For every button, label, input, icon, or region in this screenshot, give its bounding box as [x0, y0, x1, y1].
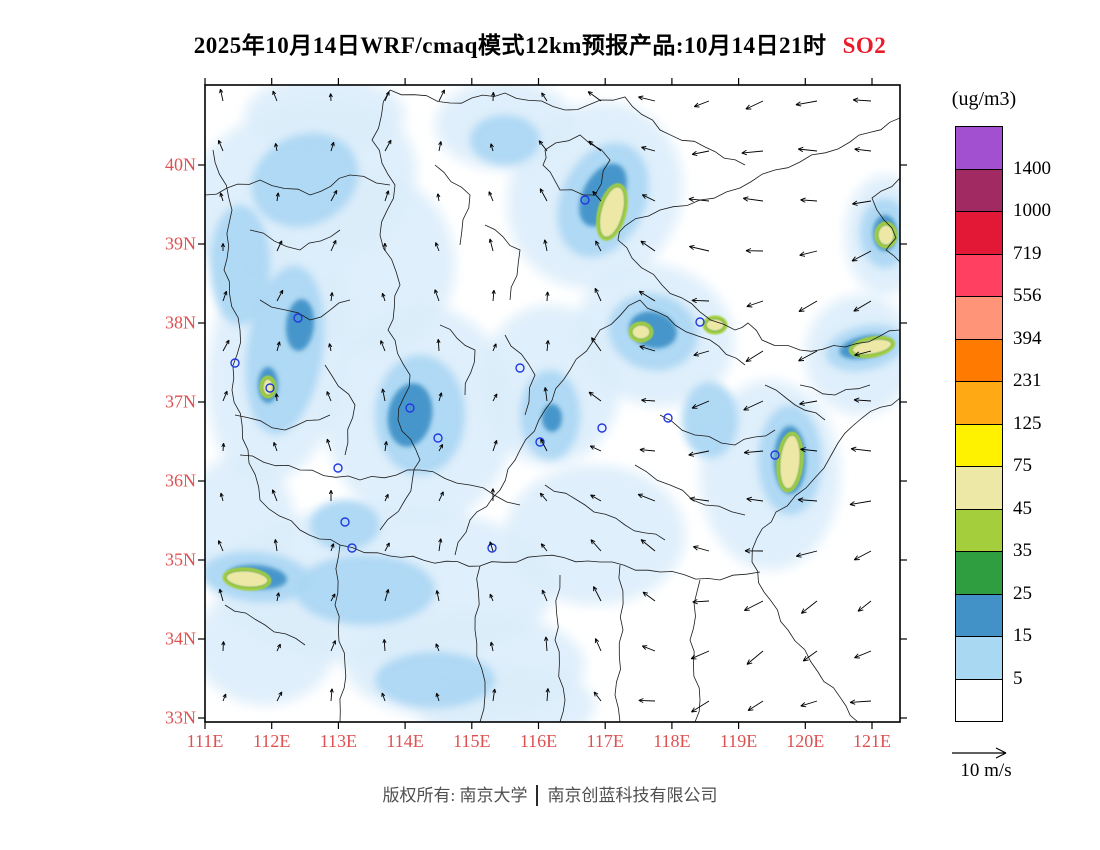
legend-color-box — [955, 593, 1003, 637]
lon-tick-label: 115E — [453, 731, 491, 751]
lon-tick-label: 117E — [586, 731, 624, 751]
legend-level-label: 1000 — [1013, 200, 1051, 221]
lon-tick-label: 121E — [853, 731, 891, 751]
wind-reference-arrow — [952, 747, 1007, 759]
legend-level-label: 15 — [1013, 625, 1032, 646]
title-text: 2025年10月14日WRF/cmaq模式12km预报产品:10月14日21时 — [193, 33, 827, 58]
legend-color-box — [955, 168, 1003, 212]
legend-color-box — [955, 381, 1003, 425]
footer-divider-bar — [536, 785, 539, 806]
lon-tick-label: 116E — [519, 731, 558, 751]
lat-tick-label: 33N — [165, 707, 196, 728]
legend-color-box — [955, 678, 1003, 722]
lon-tick-label: 111E — [186, 731, 224, 751]
map-border — [204, 84, 901, 723]
lon-tick-label: 119E — [719, 731, 758, 751]
lat-tick-label: 35N — [165, 549, 196, 570]
legend-level-label: 25 — [1013, 582, 1032, 604]
legend-color-box — [955, 636, 1003, 680]
lat-tick-label: 40N — [165, 154, 196, 175]
legend-color-box — [955, 211, 1003, 255]
footer-left: 版权所有: 南京大学 — [382, 786, 528, 805]
lat-tick-label: 38N — [165, 312, 196, 333]
wind-reference-label: 10 m/s — [960, 760, 1012, 781]
pollutant-label: SO2 — [842, 33, 887, 58]
province-boundaries — [205, 89, 900, 722]
copyright-footer: 版权所有: 南京大学 南京创蓝科技有限公司 — [0, 781, 1100, 806]
legend-level-label: 5 — [1013, 667, 1023, 689]
legend-color-box — [955, 551, 1003, 595]
lon-tick-label: 113E — [319, 731, 358, 751]
legend-level-label: 394 — [1013, 327, 1042, 349]
lon-tick-label: 120E — [786, 731, 825, 751]
lat-tick-label: 39N — [165, 233, 196, 254]
footer-right: 南京创蓝科技有限公司 — [547, 786, 718, 805]
so2-hotspot-layer — [222, 183, 898, 591]
axis-ticks — [198, 78, 907, 729]
legend-color-box — [955, 466, 1003, 510]
legend-level-label: 231 — [1013, 370, 1042, 391]
page-title: 2025年10月14日WRF/cmaq模式12km预报产品:10月14日21时 S… — [0, 26, 1080, 60]
legend-color-box — [955, 423, 1003, 467]
legend-color-box — [955, 253, 1003, 297]
lat-tick-label: 37N — [165, 391, 196, 412]
lon-tick-label: 118E — [653, 731, 691, 751]
lat-tick-label: 36N — [165, 470, 196, 491]
legend-color-box — [955, 508, 1003, 552]
legend-color-box — [955, 126, 1003, 170]
lat-tick-label: 34N — [165, 628, 196, 649]
legend-units-label: (ug/m3) — [951, 88, 1017, 110]
legend-level-label: 35 — [1013, 540, 1032, 561]
legend-level-label: 125 — [1013, 412, 1042, 434]
lon-tick-label: 112E — [253, 731, 291, 751]
legend-level-label: 75 — [1013, 455, 1032, 476]
legend-color-box — [955, 338, 1003, 382]
legend-level-label: 1400 — [1013, 157, 1051, 179]
lon-tick-label: 114E — [386, 731, 424, 751]
legend-level-label: 45 — [1013, 497, 1032, 519]
legend-level-label: 556 — [1013, 285, 1042, 306]
legend-color-box — [955, 296, 1003, 340]
legend-level-label: 719 — [1013, 242, 1042, 264]
wind-vectors — [217, 88, 872, 713]
